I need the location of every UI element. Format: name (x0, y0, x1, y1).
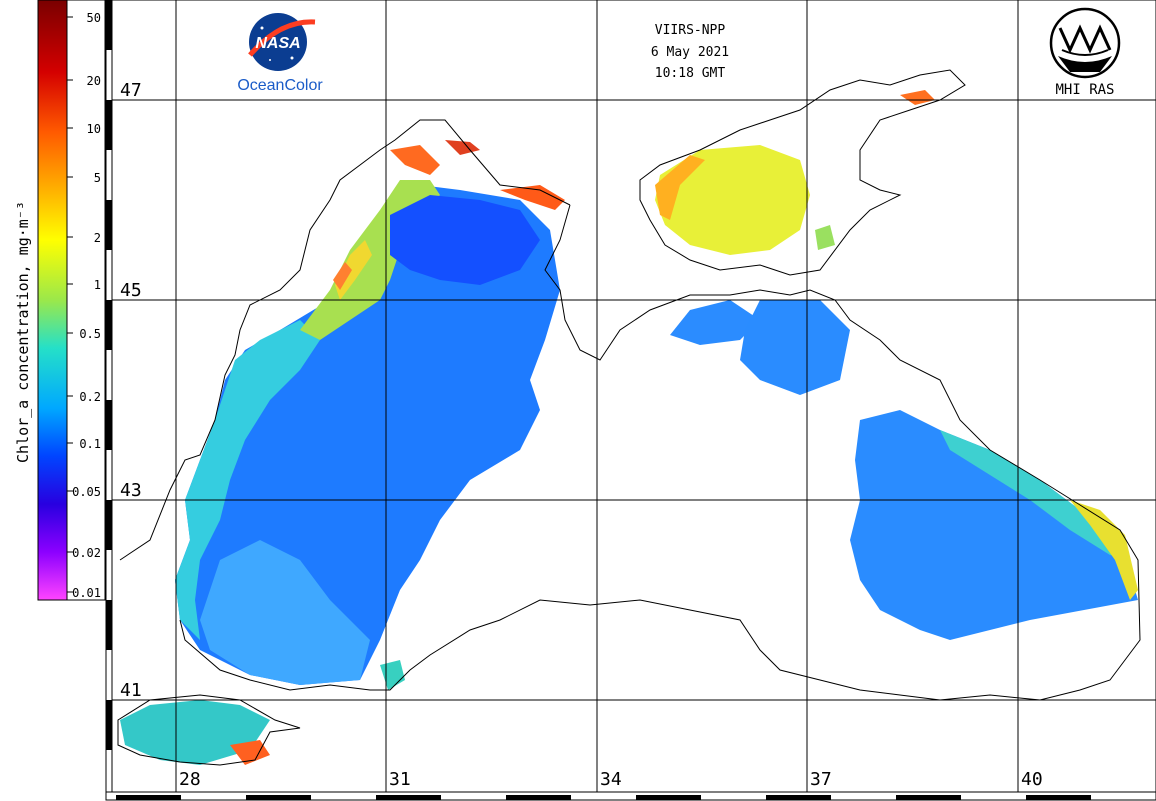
left-scale-segment (106, 0, 112, 50)
left-scale-segment (106, 200, 112, 250)
date-label: 6 May 2021 (651, 45, 729, 60)
colorbar-tick-label: 0.01 (72, 586, 101, 600)
colorbar-tick-label: 1 (94, 278, 101, 292)
lat-lon-grid (112, 0, 1156, 792)
header: VIIRS-NPP 6 May 2021 10:18 GMT (651, 23, 729, 81)
left-scale-segment (106, 400, 112, 450)
bottom-scale-segment (766, 795, 831, 800)
colorbar-tick-label: 0.5 (79, 327, 101, 341)
left-scale-segment (106, 500, 112, 550)
colorbar-tick-label: 0.1 (79, 437, 101, 451)
crimea-south-patch (670, 300, 760, 345)
marmara-high (230, 740, 270, 765)
bottom-scale-segment (636, 795, 701, 800)
mhi-caption: MHI RAS (1055, 82, 1114, 98)
colorbar-gradient (37, 0, 68, 601)
colorbar-tick-label: 20 (87, 74, 101, 88)
bottom-scale-segment (246, 795, 311, 800)
northwest-plume-core (335, 240, 372, 300)
latitude-label: 41 (120, 680, 142, 701)
bottom-scale-segment (896, 795, 961, 800)
azov-northeast-high (900, 90, 935, 105)
time-label: 10:18 GMT (655, 66, 726, 81)
longitude-label: 40 (1021, 769, 1043, 790)
east-coastal-shelf (940, 430, 1130, 560)
azov-edge-high (655, 155, 705, 220)
east-basin-water (850, 410, 1138, 640)
colorbar-tick-label: 5 (94, 171, 101, 185)
colorbar-tick-label: 2 (94, 231, 101, 245)
left-scale-segment (106, 600, 112, 650)
marmara-coast-line (117, 694, 301, 766)
west-shelf-water (175, 320, 320, 640)
bottom-scale-segment (376, 795, 441, 800)
nasa-logo: NASA OceanColor (237, 13, 323, 94)
colorbar-frame (66, 0, 106, 601)
marmara-water (120, 700, 270, 765)
colorbar-title: Chlor_a concentration, mg·m⁻³ (14, 201, 32, 463)
latitude-label: 43 (120, 480, 142, 501)
colorbar-tick-label: 50 (87, 11, 101, 25)
nw-deep-core (390, 195, 540, 285)
nasa-swoosh-icon (248, 19, 316, 57)
nasa-meatball-icon (249, 13, 307, 71)
satellite-label: VIIRS-NPP (655, 23, 726, 38)
longitude-label: 34 (600, 769, 622, 790)
bottom-scale-segment (116, 795, 181, 800)
bottom-scale-segment (1026, 795, 1091, 800)
colorbar: 50 20 10 5 2 1 0.5 0.2 0.1 0.05 0.02 0.01 Chlor_a c… (14, 0, 106, 601)
mhi-logo: MHI RAS (1049, 7, 1121, 98)
latitude-label: 45 (120, 280, 142, 301)
odessa-coastal-high (390, 145, 440, 175)
longitude-label: 31 (389, 769, 411, 790)
bottom-scale-bar (105, 791, 1156, 801)
azov-water (655, 145, 810, 255)
latitude-label: 47 (120, 80, 142, 101)
colorbar-tick-label: 0.05 (72, 485, 101, 499)
nasa-wordmark: NASA (255, 35, 300, 52)
west-shelf-water-2 (200, 540, 370, 685)
northwest-plume-orange (333, 262, 352, 290)
colorbar-tick-label: 10 (87, 122, 101, 136)
east-coastal-yellow (1070, 500, 1138, 600)
kerch-south-patch (740, 300, 850, 395)
west-coast-line (119, 119, 571, 561)
azov-coast-line (639, 69, 966, 276)
karkinit-coastal-high (500, 185, 565, 210)
azov-east-shelf (815, 225, 835, 250)
longitude-label: 28 (179, 769, 201, 790)
nasa-caption: OceanColor (237, 77, 323, 94)
colorbar-ticks: 50 20 10 5 2 1 0.5 0.2 0.1 0.05 0.02 0.01 (67, 11, 101, 600)
scale-ticks (106, 0, 1091, 800)
left-scale-segment (106, 100, 112, 150)
bottom-scale-segment (506, 795, 571, 800)
longitude-label: 37 (810, 769, 832, 790)
grid-labels: 47 45 43 41 28 31 34 37 40 (120, 80, 1043, 790)
colorbar-tick-label: 0.2 (79, 390, 101, 404)
colorbar-tick-label: 0.02 (72, 546, 101, 560)
sea-data-layer (120, 90, 1138, 765)
left-scale-segment (106, 700, 112, 750)
left-scale-segment (106, 300, 112, 350)
